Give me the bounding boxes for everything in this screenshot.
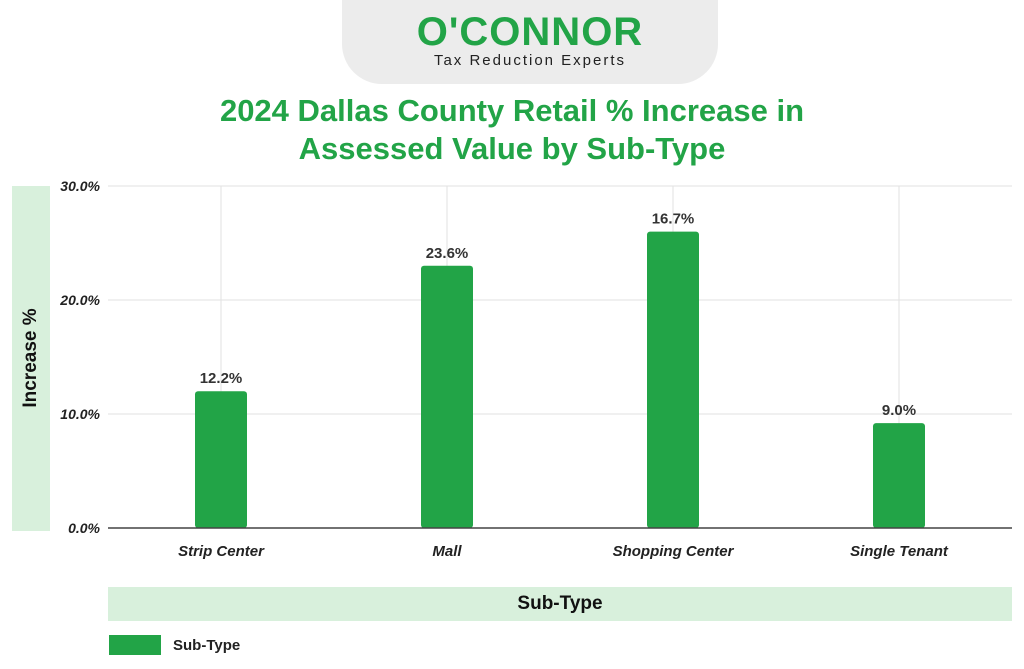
logo-tab: O'CONNOR Tax Reduction Experts xyxy=(342,0,718,84)
bar-data-label: 12.2% xyxy=(200,370,243,387)
logo-tagline: Tax Reduction Experts xyxy=(433,52,627,69)
y-tick-label: 0.0% xyxy=(68,520,100,536)
legend-label: Sub-Type xyxy=(173,636,241,654)
y-tick-label: 20.0% xyxy=(59,292,100,308)
bar xyxy=(873,423,925,528)
chart-title-line-2: Assessed Value by Sub-Type xyxy=(298,131,726,166)
x-axis-label: Sub-Type xyxy=(108,587,1012,621)
bar-data-label: 23.6% xyxy=(426,245,469,262)
legend: Sub-Type xyxy=(109,635,240,655)
logo-wordmark: O'CONNOR xyxy=(416,10,644,54)
bar xyxy=(647,231,699,528)
x-tick-label: Strip Center xyxy=(178,543,265,560)
y-tick-label: 10.0% xyxy=(60,406,100,422)
bar-data-label: 9.0% xyxy=(882,402,916,419)
x-tick-label: Single Tenant xyxy=(850,543,949,560)
chart-title-line-1: 2024 Dallas County Retail % Increase in xyxy=(219,93,805,128)
bar-data-label: 16.7% xyxy=(652,211,695,228)
x-tick-label: Shopping Center xyxy=(613,543,735,560)
y-axis-label-band xyxy=(12,186,50,531)
bar xyxy=(195,391,247,528)
legend-swatch xyxy=(109,635,161,655)
y-tick-label: 30.0% xyxy=(60,178,100,194)
bar xyxy=(421,265,473,528)
x-tick-label: Mall xyxy=(432,543,462,560)
chart-title: 2024 Dallas County Retail % Increase in … xyxy=(150,92,874,168)
